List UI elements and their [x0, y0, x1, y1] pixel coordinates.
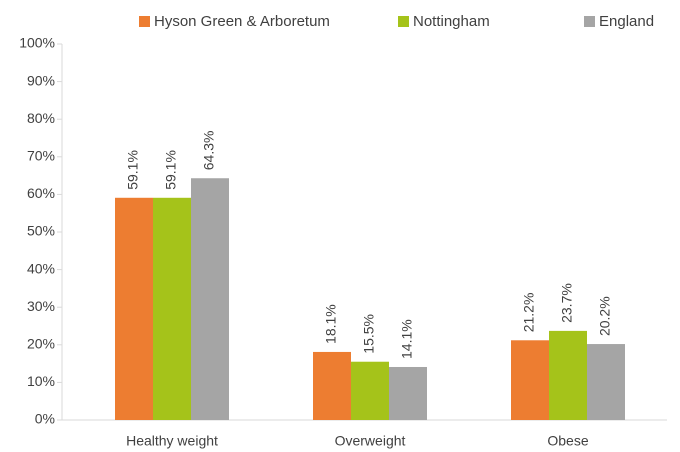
bar	[313, 351, 351, 420]
y-tick-label: 10%	[27, 373, 55, 389]
bar	[153, 197, 191, 420]
y-tick-label: 50%	[27, 223, 55, 239]
y-tick-label: 80%	[27, 110, 55, 126]
legend-swatch	[139, 16, 150, 27]
y-tick-label: 0%	[35, 411, 55, 427]
data-label: 21.2%	[521, 293, 537, 333]
y-tick-label: 60%	[27, 185, 55, 201]
data-label: 59.1%	[125, 150, 141, 190]
y-tick-label: 90%	[27, 72, 55, 88]
bar	[587, 344, 625, 420]
y-tick-label: 20%	[27, 336, 55, 352]
y-tick-label: 30%	[27, 298, 55, 314]
x-tick-label: Obese	[547, 433, 588, 449]
data-label: 23.7%	[559, 283, 575, 323]
y-tick-label: 100%	[19, 35, 55, 51]
bar	[389, 366, 427, 420]
y-tick-label: 40%	[27, 260, 55, 276]
data-label: 18.1%	[323, 304, 339, 344]
data-label: 14.1%	[399, 319, 415, 359]
bar	[351, 361, 389, 420]
bar	[511, 340, 549, 420]
y-tick-label: 70%	[27, 148, 55, 164]
legend-label: Nottingham	[413, 13, 490, 30]
legend-label: England	[599, 13, 654, 30]
bar	[191, 178, 229, 420]
bar	[115, 197, 153, 420]
data-label: 15.5%	[361, 314, 377, 354]
data-label: 64.3%	[201, 131, 217, 171]
data-label: 20.2%	[597, 296, 613, 336]
legend-swatch	[398, 16, 409, 27]
legend-swatch	[584, 16, 595, 27]
x-tick-label: Healthy weight	[126, 433, 218, 449]
bar	[549, 330, 587, 420]
x-tick-label: Overweight	[335, 433, 406, 449]
legend-label: Hyson Green & Arboretum	[154, 13, 330, 30]
data-label: 59.1%	[163, 150, 179, 190]
